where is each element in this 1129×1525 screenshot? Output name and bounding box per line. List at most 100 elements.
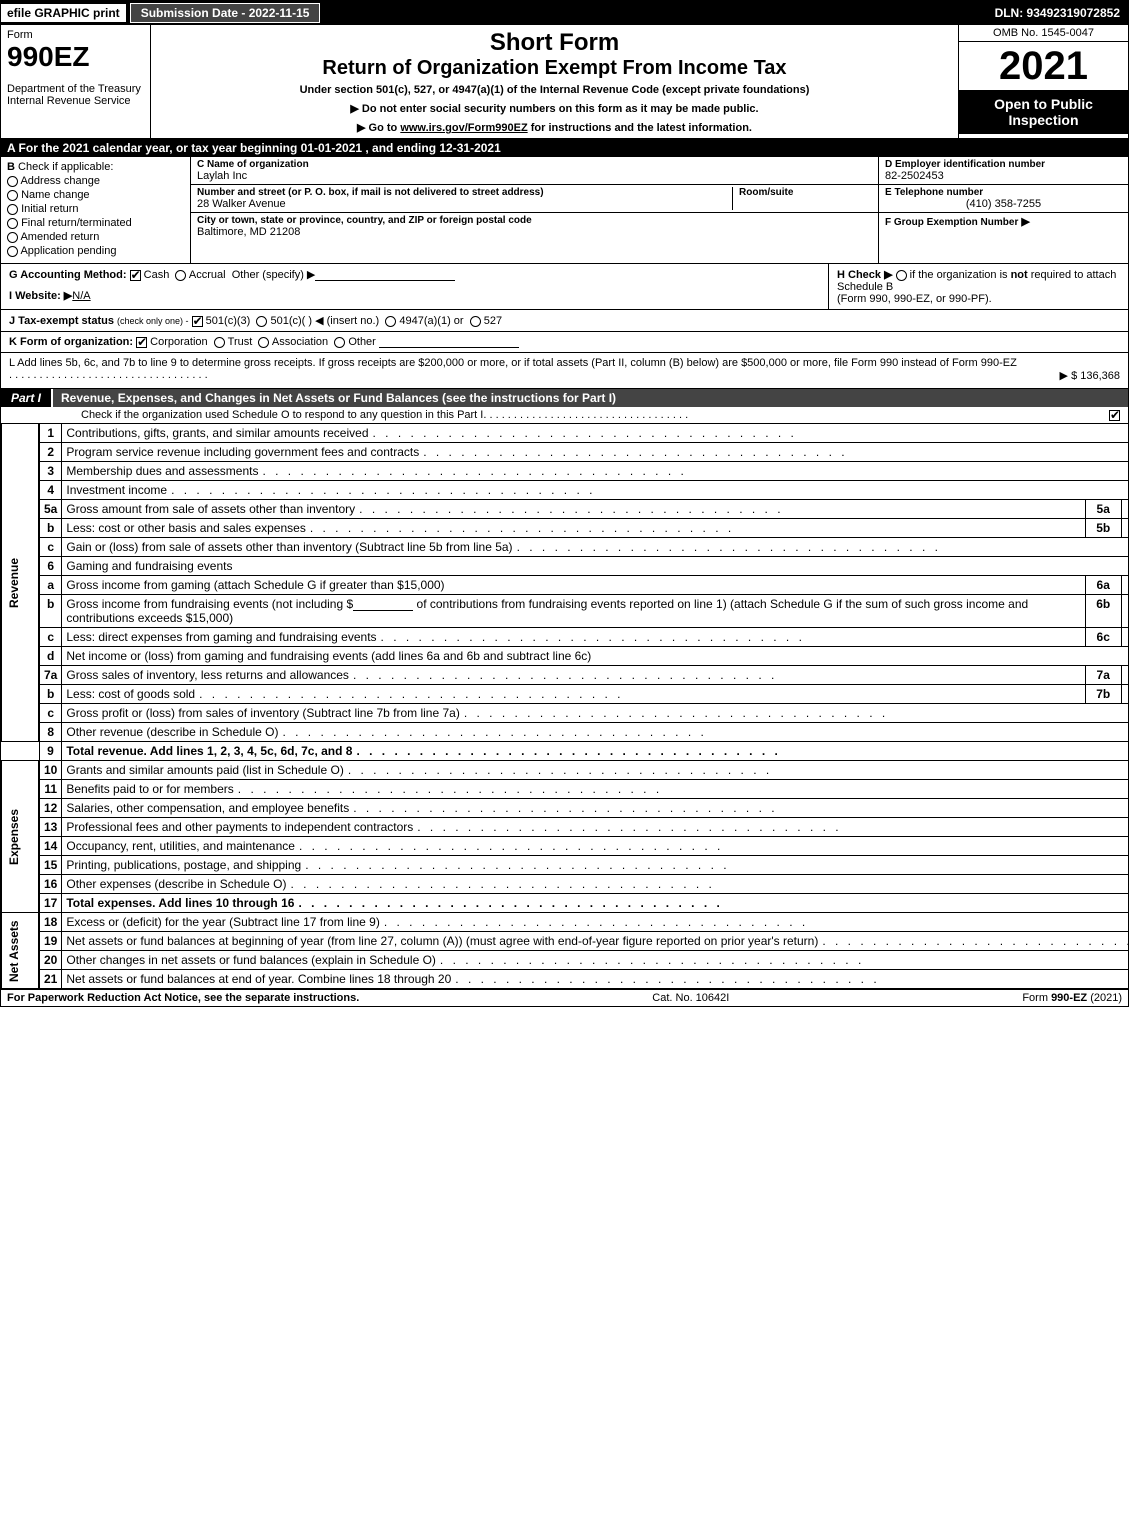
K-corp: Corporation: [150, 336, 207, 348]
part-I-sub: Check if the organization used Schedule …: [1, 407, 1128, 423]
I-label: I Website: ▶: [9, 290, 72, 302]
C-street-val: 28 Walker Avenue: [197, 198, 732, 210]
instr2-link[interactable]: www.irs.gov/Form990EZ: [400, 122, 527, 134]
K-other-box[interactable]: [334, 337, 345, 348]
row-11: 11 Benefits paid to or for members 11: [2, 780, 1129, 799]
efile-label: efile GRAPHIC print: [1, 4, 126, 22]
instr-1: ▶ Do not enter social security numbers o…: [159, 102, 950, 115]
C-city-label: City or town, state or province, country…: [197, 215, 872, 226]
K-other-blank[interactable]: [379, 336, 519, 348]
instr2-pre: ▶ Go to: [357, 122, 400, 134]
row-16: 16 Other expenses (describe in Schedule …: [2, 875, 1129, 894]
section-E: E Telephone number (410) 358-7255: [879, 185, 1128, 213]
G-accrual: Accrual: [189, 269, 226, 281]
part-I-tag: Part I: [1, 389, 53, 407]
row-1: Revenue 1 Contributions, gifts, grants, …: [2, 424, 1129, 443]
J-label: J Tax-exempt status: [9, 315, 114, 327]
row-7c: c Gross profit or (loss) from sales of i…: [2, 704, 1129, 723]
row-13: 13 Professional fees and other payments …: [2, 818, 1129, 837]
section-G: G Accounting Method: Cash Accrual Other …: [1, 264, 828, 285]
I-val: N/A: [72, 290, 90, 302]
part-I-header: Part I Revenue, Expenses, and Changes in…: [1, 389, 1128, 407]
C-room-label: Room/suite: [739, 187, 872, 198]
K-trust-box[interactable]: [214, 337, 225, 348]
chk-name-change[interactable]: Name change: [7, 189, 184, 201]
J-501c3-box[interactable]: [192, 316, 203, 327]
form-990ez: efile GRAPHIC print Submission Date - 20…: [0, 0, 1129, 1007]
K-assoc: Association: [272, 336, 328, 348]
page-footer: For Paperwork Reduction Act Notice, see …: [1, 989, 1128, 1006]
H-box[interactable]: [896, 270, 907, 281]
footer-right: Form 990-EZ (2021): [1022, 992, 1122, 1004]
J-4947-box[interactable]: [385, 316, 396, 327]
row-17: 17 Total expenses. Add lines 10 through …: [2, 894, 1129, 913]
J-501c3: 501(c)(3): [206, 315, 251, 327]
chk-initial-return[interactable]: Initial return: [7, 203, 184, 215]
J-501c-box[interactable]: [256, 316, 267, 327]
submission-date: Submission Date - 2022-11-15: [130, 3, 321, 23]
revenue-label: Revenue: [2, 424, 40, 742]
footer-center: Cat. No. 10642I: [359, 992, 1022, 1004]
form-title: Return of Organization Exempt From Incom…: [159, 57, 950, 80]
form-subtitle: Under section 501(c), 527, or 4947(a)(1)…: [159, 84, 950, 96]
part-I-sub-text: Check if the organization used Schedule …: [81, 409, 483, 421]
E-val: (410) 358-7255: [885, 198, 1122, 210]
row-6a: a Gross income from gaming (attach Sched…: [2, 576, 1129, 595]
row-15: 15 Printing, publications, postage, and …: [2, 856, 1129, 875]
omb-number: OMB No. 1545-0047: [959, 25, 1128, 42]
footer-left: For Paperwork Reduction Act Notice, see …: [7, 992, 359, 1004]
chk-amended-return[interactable]: Amended return: [7, 231, 184, 243]
J-527-box[interactable]: [470, 316, 481, 327]
row-7b: b Less: cost of goods sold 7b 0: [2, 685, 1129, 704]
dln-label: DLN: 93492319072852: [987, 4, 1128, 22]
K-assoc-box[interactable]: [258, 337, 269, 348]
row-4: 4 Investment income 4: [2, 481, 1129, 500]
section-J: J Tax-exempt status (check only one) - 5…: [1, 310, 1128, 332]
row-6: 6 Gaming and fundraising events: [2, 557, 1129, 576]
C-room: Room/suite: [732, 187, 872, 210]
chk-address-change[interactable]: Address change: [7, 175, 184, 187]
C-street-row: Number and street (or P. O. box, if mail…: [191, 185, 878, 213]
section-L: L Add lines 5b, 6c, and 7b to line 9 to …: [1, 353, 1128, 389]
row-9: 9 Total revenue. Add lines 1, 2, 3, 4, 5…: [2, 742, 1129, 761]
C-name-row: C Name of organization Laylah Inc: [191, 157, 878, 185]
row-14: 14 Occupancy, rent, utilities, and maint…: [2, 837, 1129, 856]
section-G-I: G Accounting Method: Cash Accrual Other …: [1, 264, 828, 309]
C-city-row: City or town, state or province, country…: [191, 213, 878, 240]
r2-num: 2: [39, 443, 62, 462]
J-4947: 4947(a)(1) or: [399, 315, 463, 327]
L-text: L Add lines 5b, 6c, and 7b to line 9 to …: [9, 357, 1017, 369]
G-other-blank[interactable]: [315, 269, 455, 281]
address-change-box[interactable]: [7, 176, 18, 187]
G-accrual-box[interactable]: [175, 270, 186, 281]
header-right: OMB No. 1545-0047 2021 Open to Public In…: [958, 25, 1128, 138]
chk-application-pending[interactable]: Application pending: [7, 245, 184, 257]
part-I-sub-dots: [483, 409, 1100, 421]
netassets-label: Net Assets: [2, 913, 40, 989]
final-return-box[interactable]: [7, 218, 18, 229]
C-city-val: Baltimore, MD 21208: [197, 226, 872, 238]
application-pending-box[interactable]: [7, 246, 18, 257]
K-corp-box[interactable]: [136, 337, 147, 348]
row-20: 20 Other changes in net assets or fund b…: [2, 951, 1129, 970]
initial-return-box[interactable]: [7, 204, 18, 215]
row-8: 8 Other revenue (describe in Schedule O)…: [2, 723, 1129, 742]
form-header: Form 990EZ Department of the Treasury In…: [1, 25, 1128, 139]
top-strip: efile GRAPHIC print Submission Date - 20…: [1, 1, 1128, 25]
C-name-label: C Name of organization: [197, 159, 872, 170]
chk-final-return[interactable]: Final return/terminated: [7, 217, 184, 229]
G-cash-box[interactable]: [130, 270, 141, 281]
row-18: Net Assets 18 Excess or (deficit) for th…: [2, 913, 1129, 932]
row-6d: d Net income or (loss) from gaming and f…: [2, 647, 1129, 666]
row-6b: b Gross income from fundraising events (…: [2, 595, 1129, 628]
amended-return-box[interactable]: [7, 232, 18, 243]
G-cash: Cash: [144, 269, 170, 281]
name-change-box[interactable]: [7, 190, 18, 201]
row-10: Expenses 10 Grants and similar amounts p…: [2, 761, 1129, 780]
row-5b: b Less: cost or other basis and sales ex…: [2, 519, 1129, 538]
6b-blank[interactable]: [353, 599, 413, 611]
instr-2: ▶ Go to www.irs.gov/Form990EZ for instru…: [159, 121, 950, 134]
open-to-public: Open to Public Inspection: [959, 90, 1128, 134]
part-I-sub-box[interactable]: [1109, 410, 1120, 421]
row-12: 12 Salaries, other compensation, and emp…: [2, 799, 1129, 818]
